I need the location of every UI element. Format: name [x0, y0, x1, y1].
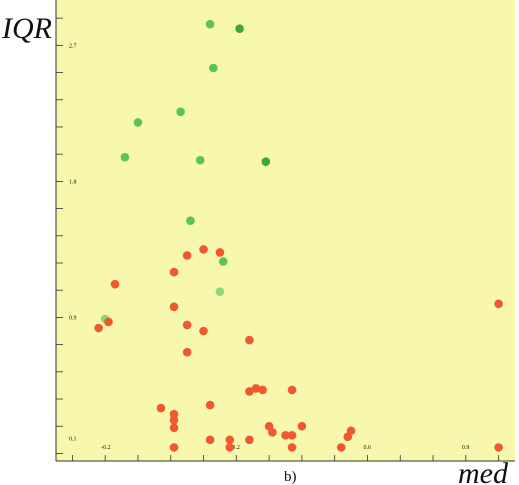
y-tick-label: 0.9	[69, 315, 77, 321]
y-minor-ticks	[56, 17, 63, 454]
x-minor-ticks	[71, 455, 500, 461]
data-point	[215, 287, 225, 297]
data-point	[176, 107, 185, 117]
y-tick-label: 1.8	[69, 179, 77, 185]
data-point	[182, 347, 192, 357]
data-point	[186, 216, 195, 225]
data-point	[218, 257, 228, 266]
x-tick-label: 0.6	[363, 445, 371, 451]
y-axis-title: IQR	[1, 12, 52, 45]
data-point	[281, 431, 290, 440]
data-point	[287, 443, 297, 452]
data-point	[287, 431, 297, 440]
data-point	[205, 435, 215, 445]
data-point	[199, 326, 208, 336]
data-point	[94, 323, 103, 333]
data-point	[297, 421, 307, 431]
data-point	[215, 248, 225, 257]
data-point	[104, 317, 113, 327]
y-tick-label: 0.1	[69, 436, 77, 442]
data-point	[258, 385, 267, 395]
data-point	[133, 118, 143, 127]
data-point	[287, 385, 297, 395]
data-point	[199, 245, 208, 254]
data-point	[245, 335, 254, 345]
data-point	[225, 443, 235, 452]
data-point	[205, 19, 215, 29]
data-point	[182, 251, 192, 260]
data-point	[169, 409, 179, 419]
data-point	[156, 403, 166, 413]
data-point	[205, 400, 215, 410]
data-point	[209, 63, 218, 73]
x-tick-label: 0.9	[462, 445, 470, 451]
data-point	[494, 443, 503, 452]
data-point	[261, 157, 271, 167]
data-point	[245, 387, 254, 396]
x-tick-label: 0.2	[232, 445, 240, 451]
panel-label: b)	[284, 469, 297, 485]
x-tick-label: -0.2	[101, 445, 111, 451]
data-point	[235, 24, 244, 34]
plot-background	[56, 0, 515, 461]
data-point	[195, 155, 205, 165]
y-tick-label: 2.7	[69, 43, 77, 49]
data-point	[182, 320, 192, 330]
data-point	[169, 302, 179, 312]
data-point	[343, 432, 353, 442]
x-axis-title: med	[458, 457, 509, 485]
data-point	[336, 443, 346, 452]
data-point	[120, 152, 130, 162]
data-point	[245, 435, 254, 445]
data-points	[94, 19, 503, 452]
data-point	[225, 435, 235, 445]
data-point	[169, 267, 179, 277]
data-point	[169, 423, 179, 433]
data-point	[110, 279, 120, 289]
x-tick-labels: -0.2 0.2 0.6 0.9	[101, 445, 469, 451]
y-tick-labels: 0.1 0.9 1.8 2.7	[69, 43, 77, 442]
data-point	[251, 384, 261, 393]
data-point	[494, 299, 503, 309]
data-point	[169, 443, 179, 452]
data-point	[268, 427, 277, 437]
data-point	[169, 415, 179, 425]
